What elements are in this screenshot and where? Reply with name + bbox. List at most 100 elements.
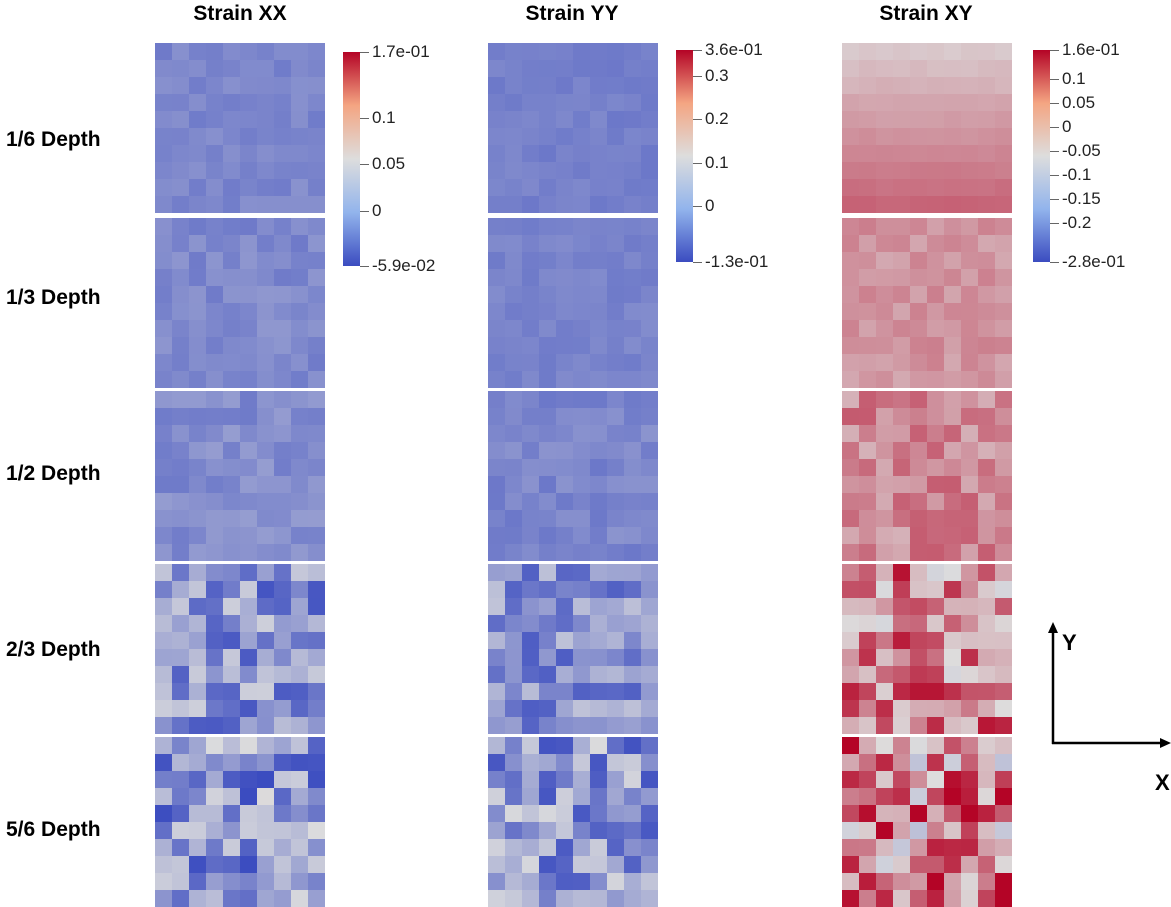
heatmap-cell: [172, 320, 189, 337]
heatmap-cell: [206, 666, 223, 683]
heatmap-cell: [961, 717, 978, 734]
heatmap-cell: [308, 805, 325, 822]
heatmap-cell: [291, 391, 308, 408]
heatmap-cell: [607, 805, 624, 822]
heatmap-cell: [590, 527, 607, 544]
heatmap-cell: [961, 408, 978, 425]
heatmap-cell: [573, 320, 590, 337]
row-label-2-3-depth: 2/3 Depth: [6, 638, 101, 661]
xy-axes-icon: [1048, 622, 1171, 748]
heatmap-cell: [641, 337, 658, 354]
heatmap-cell: [607, 128, 624, 145]
heatmap-cell: [539, 196, 556, 213]
heatmap-cell: [206, 337, 223, 354]
heatmap-cell: [607, 683, 624, 700]
heatmap-cell: [624, 476, 641, 493]
heatmap-cell: [893, 564, 910, 581]
heatmap-cell: [522, 425, 539, 442]
heatmap-cell: [172, 771, 189, 788]
heatmap-cell: [927, 354, 944, 371]
heatmap-cell: [556, 408, 573, 425]
heatmap-cell: [172, 371, 189, 388]
heatmap-cell: [155, 737, 172, 754]
heatmap-cell: [995, 162, 1012, 179]
heatmap-cell: [961, 544, 978, 561]
heatmap-cell: [978, 408, 995, 425]
heatmap-cell: [641, 371, 658, 388]
heatmap-cell: [155, 700, 172, 717]
heatmap-cell: [274, 822, 291, 839]
heatmap-cell: [522, 510, 539, 527]
heatmap-cell: [624, 408, 641, 425]
heatmap-cell: [944, 303, 961, 320]
heatmap-cell: [155, 717, 172, 734]
heatmap-cell: [876, 527, 893, 544]
heatmap-cell: [944, 218, 961, 235]
heatmap-cell: [944, 632, 961, 649]
heatmap-cell: [522, 179, 539, 196]
heatmap-cell: [978, 805, 995, 822]
heatmap-cell: [257, 666, 274, 683]
heatmap-cell: [607, 788, 624, 805]
heatmap-cell: [961, 873, 978, 890]
heatmap-cell: [539, 771, 556, 788]
colorbar-tick-label: 0.05: [372, 154, 406, 174]
heatmap-cell: [488, 408, 505, 425]
heatmap-cell: [961, 459, 978, 476]
heatmap-cell: [539, 77, 556, 94]
heatmap-cell: [842, 788, 859, 805]
colorbar-tick: [1050, 175, 1059, 177]
heatmap-cell: [573, 371, 590, 388]
heatmap-cell: [274, 128, 291, 145]
heatmap-cell: [522, 94, 539, 111]
heatmap-cell: [172, 873, 189, 890]
heatmap-cell: [155, 128, 172, 145]
heatmap-cell: [995, 839, 1012, 856]
heatmap-cell: [488, 598, 505, 615]
heatmap-cell: [876, 94, 893, 111]
heatmap-cell: [590, 179, 607, 196]
heatmap-cell: [590, 391, 607, 408]
heatmap-cell: [910, 822, 927, 839]
heatmap-cell: [505, 788, 522, 805]
heatmap-cell: [240, 717, 257, 734]
heatmap-cell: [155, 649, 172, 666]
heatmap-cell: [842, 196, 859, 213]
heatmap-cell: [206, 94, 223, 111]
heatmap-cell: [308, 354, 325, 371]
heatmap-cell: [893, 771, 910, 788]
heatmap-cell: [624, 111, 641, 128]
heatmap-cell: [859, 649, 876, 666]
heatmap-cell: [308, 145, 325, 162]
heatmap-cell: [308, 196, 325, 213]
heatmap-cell: [240, 337, 257, 354]
heatmap-cell: [859, 476, 876, 493]
heatmap-cell: [291, 754, 308, 771]
colorbar-tick-label: 0.1: [1062, 68, 1086, 88]
heatmap-cell: [189, 527, 206, 544]
heatmap-cell: [155, 145, 172, 162]
heatmap-cell: [573, 788, 590, 805]
heatmap-cell: [257, 408, 274, 425]
heatmap-cell: [274, 564, 291, 581]
heatmap-cell: [590, 544, 607, 561]
heatmap-cell: [556, 354, 573, 371]
heatmap-cell: [893, 890, 910, 907]
heatmap-cell: [927, 527, 944, 544]
colorbar-tick: [360, 117, 369, 119]
heatmap-cell: [641, 856, 658, 873]
heatmap-cell: [539, 598, 556, 615]
heatmap-cell: [607, 60, 624, 77]
heatmap-cell: [573, 873, 590, 890]
heatmap-cell: [206, 111, 223, 128]
colorbar-tick: [360, 266, 369, 267]
heatmap-cell: [893, 145, 910, 162]
heatmap-cell: [539, 391, 556, 408]
heatmap-cell: [505, 754, 522, 771]
heatmap-cell: [842, 442, 859, 459]
heatmap-cell: [274, 196, 291, 213]
heatmap-cell: [893, 408, 910, 425]
heatmap-cell: [995, 649, 1012, 666]
heatmap-cell: [206, 700, 223, 717]
heatmap-cell: [607, 510, 624, 527]
